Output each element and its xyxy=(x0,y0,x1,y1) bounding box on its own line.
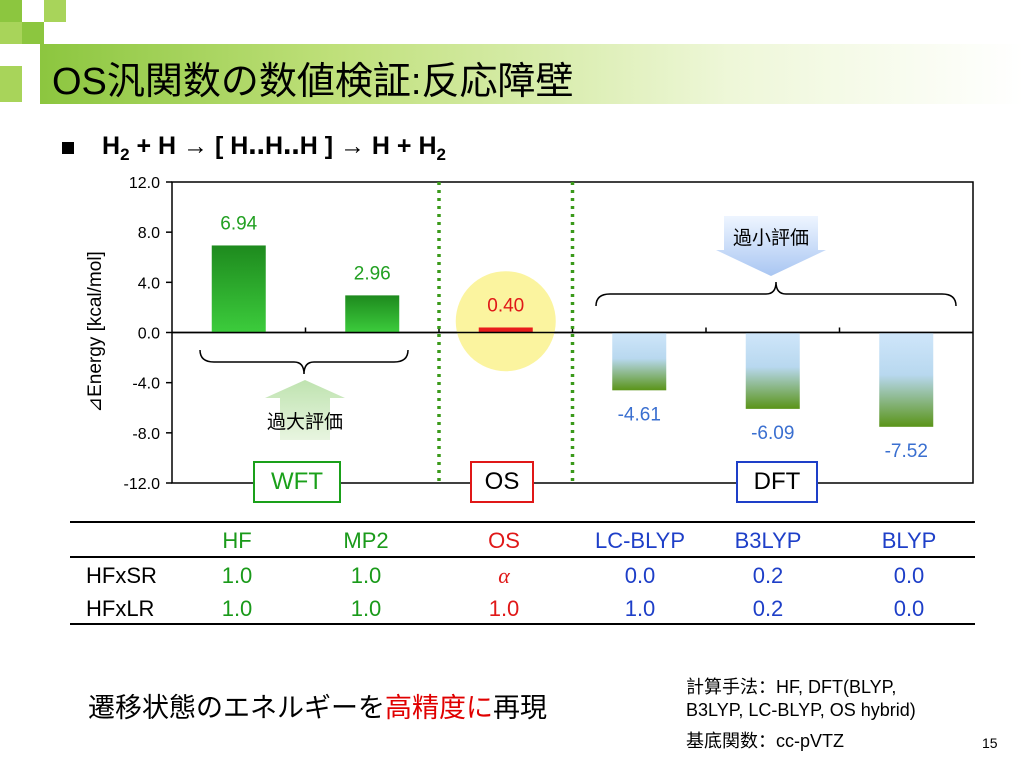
y-axis-label: ⊿Energy [kcal/mol] xyxy=(85,251,106,413)
bars-group: 6.94 2.96 0.40 -4.61 -6.09 -7.52 xyxy=(172,213,973,462)
corner-decor-square xyxy=(0,0,22,22)
method-line3: 基底関数：cc-pVTZ xyxy=(686,731,845,751)
table-cell: α xyxy=(498,563,510,588)
eq-sub-right: 2 xyxy=(436,145,446,164)
table-cell: 0.0 xyxy=(624,563,656,588)
table-header-cell: OS xyxy=(488,528,520,553)
corner-decor-square xyxy=(44,0,66,22)
bar-b3lyp xyxy=(745,332,800,409)
table-cell: 1.0 xyxy=(624,596,656,621)
method-line2: B3LYP, LC-BLYP, OS hybrid) xyxy=(686,700,916,720)
table-cell: 0.0 xyxy=(893,563,925,588)
eq-middle: + H → [ H‥H‥H ] → H + H xyxy=(136,132,437,160)
table-header-cell: LC-BLYP xyxy=(594,528,686,553)
bar-hf xyxy=(211,245,266,333)
conclusion-part3: 再現 xyxy=(493,693,547,723)
data-label-hf: 6.94 xyxy=(220,213,257,234)
overestimate-label: 過大評価 xyxy=(267,411,343,433)
overestimate-brace xyxy=(199,349,409,375)
bar-lc-blyp xyxy=(612,332,667,391)
data-label-os: 0.40 xyxy=(487,295,524,316)
y-tick-label: 0.0 xyxy=(138,326,160,343)
y-tick-label: -12.0 xyxy=(124,476,161,493)
table-cell: 1.0 xyxy=(221,596,253,621)
corner-decor-square xyxy=(0,22,22,44)
y-tick-label: 8.0 xyxy=(138,225,160,242)
page-number: 15 xyxy=(982,735,998,751)
group-box-dft: DFT xyxy=(736,461,818,503)
data-label-lc-blyp: -4.61 xyxy=(618,404,661,425)
barrier-chart: 6.94 2.96 0.40 -4.61 -6.09 -7.52 12.0 8.0 4.0 0.… xyxy=(85,175,974,493)
table-cell: 0.2 xyxy=(752,596,784,621)
bar-os xyxy=(478,327,533,333)
underestimate-arrow-icon xyxy=(716,216,826,276)
underestimate-label: 過小評価 xyxy=(733,227,809,249)
table-cell: 1.0 xyxy=(221,563,253,588)
corner-decor-square xyxy=(0,66,22,102)
os-highlight-circle xyxy=(455,271,556,372)
y-tick-label: -4.0 xyxy=(132,376,160,393)
bar-blyp xyxy=(879,332,934,427)
y-tick-label: 12.0 xyxy=(129,175,160,192)
table-top-rule xyxy=(70,521,975,523)
table-bottom-rule xyxy=(70,623,975,625)
group-label-os: OS xyxy=(484,468,520,495)
title-band xyxy=(40,44,1024,104)
bullet-square xyxy=(62,142,74,154)
conclusion-highlight: 高精度に xyxy=(385,693,493,723)
eq-h2-left: H xyxy=(102,132,121,160)
corner-decor-square xyxy=(22,22,44,44)
table-cell: 1.0 xyxy=(350,596,382,621)
overestimate-arrow-icon xyxy=(265,380,345,440)
data-label-blyp: -7.52 xyxy=(885,441,928,462)
group-box-wft: WFT xyxy=(253,461,341,503)
bar-mp2 xyxy=(345,295,400,333)
table-row-label: HFxLR xyxy=(86,596,155,621)
table-cell: 1.0 xyxy=(488,596,520,621)
data-label-mp2: 2.96 xyxy=(354,263,391,284)
eq-sub-left: 2 xyxy=(120,145,130,164)
group-box-os: OS xyxy=(470,461,534,503)
table-header-cell: BLYP xyxy=(881,528,937,553)
group-label-wft: WFT xyxy=(271,468,323,495)
table-header-cell: MP2 xyxy=(343,528,389,553)
table-header-cell: B3LYP xyxy=(734,528,802,553)
annotation-group: 過大評価 過小評価 xyxy=(199,216,957,440)
table-cell: 1.0 xyxy=(350,563,382,588)
conclusion-part1: 遷移状態のエネルギーを xyxy=(88,693,385,723)
reaction-equation: H2 + H → [ H‥H‥H ] → H + H2 xyxy=(102,131,446,165)
y-tick-label: -8.0 xyxy=(132,426,160,443)
page-title: OS汎関数の数値検証:反応障壁 xyxy=(52,61,574,103)
underestimate-brace xyxy=(595,281,957,307)
os-highlight xyxy=(455,271,556,372)
method-line1: 計算手法：HF, DFT(BLYP, xyxy=(686,677,897,697)
y-ticks-group: 12.0 8.0 4.0 0.0 -4.0 -8.0 -12.0 xyxy=(124,175,172,493)
table-header-rule xyxy=(70,556,975,558)
conclusion-text: 遷移状態のエネルギーを高精度に再現 xyxy=(88,686,547,725)
table-cell: 0.0 xyxy=(893,596,925,621)
group-label-dft: DFT xyxy=(753,468,801,495)
data-label-b3lyp: -6.09 xyxy=(751,423,794,444)
table-header-cell: HF xyxy=(222,528,252,553)
y-tick-label: 4.0 xyxy=(138,275,160,292)
table-row-label: HFxSR xyxy=(86,563,157,588)
table-cell: 0.2 xyxy=(752,563,784,588)
